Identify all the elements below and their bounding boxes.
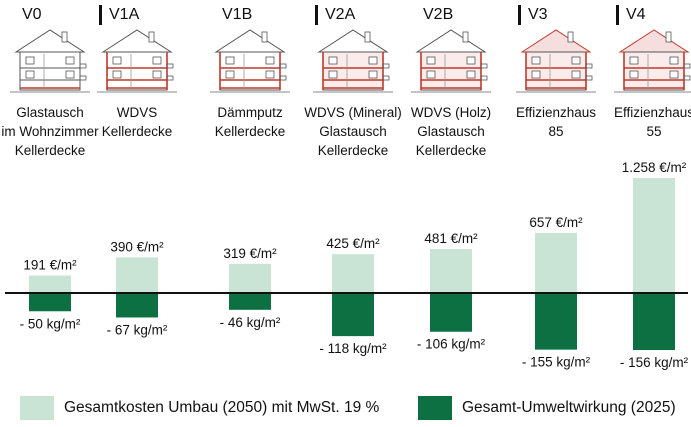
- house-illustrations: [10, 29, 691, 93]
- house-icon-v1a: [97, 29, 177, 93]
- legend-impact: Gesamt-Umweltwirkung (2025): [418, 396, 676, 420]
- variant-desc-line: WDVS: [116, 105, 158, 120]
- variant-desc-line: Kellerdecke: [214, 124, 286, 139]
- impact-bar-v1a: [116, 293, 158, 318]
- variant-code-v3: V3: [528, 6, 548, 23]
- cost-bar-v2b: [430, 249, 472, 293]
- variant-desc-v1b: Dämmputz Kellerdecke: [198, 103, 302, 141]
- variant-desc-line: 85: [548, 124, 564, 139]
- house-icon-v2b: [411, 29, 491, 93]
- variant-code-v2a: V2A: [325, 6, 356, 23]
- cost-label-v2a: 425 €/m²: [326, 236, 380, 251]
- impact-label-v0: - 50 kg/m²: [20, 316, 81, 331]
- cost-label-v1a: 390 €/m²: [110, 239, 164, 254]
- impact-bar-v2b: [430, 293, 472, 332]
- impact-label-v2b: - 106 kg/m²: [417, 337, 486, 352]
- variant-desc-v4: Effizienzhaus 55: [602, 103, 691, 141]
- variant-desc-v2b: WDVS (Holz) Glastausch Kellerdecke: [399, 103, 503, 160]
- variant-desc-v1a: WDVS Kellerdecke: [85, 103, 189, 141]
- header-separator: [616, 5, 619, 25]
- house-icon-v4: [614, 29, 691, 93]
- house-icon-v1b: [210, 29, 290, 93]
- variant-desc-line: WDVS (Mineral): [304, 105, 402, 120]
- legend-cost: Gesamtkosten Umbau (2050) mit MwSt. 19 %: [20, 396, 379, 420]
- impact-label-v1a: - 67 kg/m²: [107, 322, 168, 337]
- variant-desc-line: Effizienzhaus: [613, 105, 691, 120]
- legend-impact-swatch: [418, 396, 452, 420]
- legend-impact-label: Gesamt-Umweltwirkung (2025): [462, 399, 676, 416]
- cost-bar-v3: [535, 232, 577, 293]
- variant-desc-line: im Wohnzimmer: [1, 124, 99, 139]
- house-icon-v3: [516, 29, 596, 93]
- variant-desc-line: Kellerdecke: [101, 124, 173, 139]
- cost-bar-v2a: [332, 254, 374, 293]
- legend-cost-label: Gesamtkosten Umbau (2050) mit MwSt. 19 %: [64, 399, 380, 416]
- cost-bar-v1a: [116, 257, 158, 293]
- variant-desc-line: Kellerdecke: [415, 143, 487, 158]
- cost-bar-v0: [29, 275, 71, 293]
- legend-cost-swatch: [20, 396, 54, 420]
- variant-code-v1b: V1B: [222, 6, 253, 23]
- variant-desc-line: WDVS (Holz): [410, 105, 492, 120]
- header-separator: [99, 5, 102, 25]
- impact-bar-v0: [29, 293, 71, 312]
- cost-bar-v4: [633, 178, 675, 293]
- cost-label-v4: 1.258 €/m²: [622, 160, 687, 175]
- impact-bar-v4: [633, 293, 675, 350]
- header-separator: [518, 5, 521, 25]
- impact-label-v2a: - 118 kg/m²: [319, 341, 387, 356]
- variant-code-v1a: V1A: [109, 6, 140, 23]
- variant-desc-line: Effizienzhaus: [515, 105, 597, 120]
- cost-label-v0: 191 €/m²: [23, 258, 77, 273]
- impact-label-v1b: - 46 kg/m²: [220, 315, 281, 330]
- variant-desc-v2a: WDVS (Mineral) Glastausch Kellerdecke: [301, 103, 405, 160]
- cost-bar-v1b: [229, 263, 271, 293]
- variant-desc-v3: Effizienzhaus 85: [504, 103, 608, 141]
- variant-desc-line: 55: [646, 124, 662, 139]
- impact-bar-v3: [535, 293, 577, 350]
- variant-code-v2b: V2B: [423, 6, 454, 23]
- impact-label-v3: - 155 kg/m²: [522, 355, 591, 370]
- variant-desc-line: Kellerdecke: [317, 143, 389, 158]
- variant-desc-line: Glastausch: [319, 124, 387, 139]
- house-icon-v2a: [313, 29, 393, 93]
- variant-desc-line: Dämmputz: [217, 105, 283, 120]
- cost-label-v2b: 481 €/m²: [424, 231, 478, 246]
- house-icon-v0: [10, 29, 90, 93]
- impact-bar-v1b: [229, 293, 271, 310]
- cost-label-v3: 657 €/m²: [529, 215, 583, 230]
- variant-desc-v0: Glastausch im Wohnzimmer Kellerdecke: [0, 103, 102, 160]
- variant-desc-line: Glastausch: [16, 105, 84, 120]
- variant-code-v4: V4: [626, 6, 646, 23]
- variant-code-v0: V0: [22, 6, 42, 23]
- impact-label-v4: - 156 kg/m²: [620, 355, 689, 370]
- variant-desc-line: Kellerdecke: [14, 143, 86, 158]
- header-separator: [315, 5, 318, 25]
- impact-bar-v2a: [332, 293, 374, 337]
- variant-desc-line: Glastausch: [417, 124, 485, 139]
- cost-label-v1b: 319 €/m²: [223, 246, 277, 261]
